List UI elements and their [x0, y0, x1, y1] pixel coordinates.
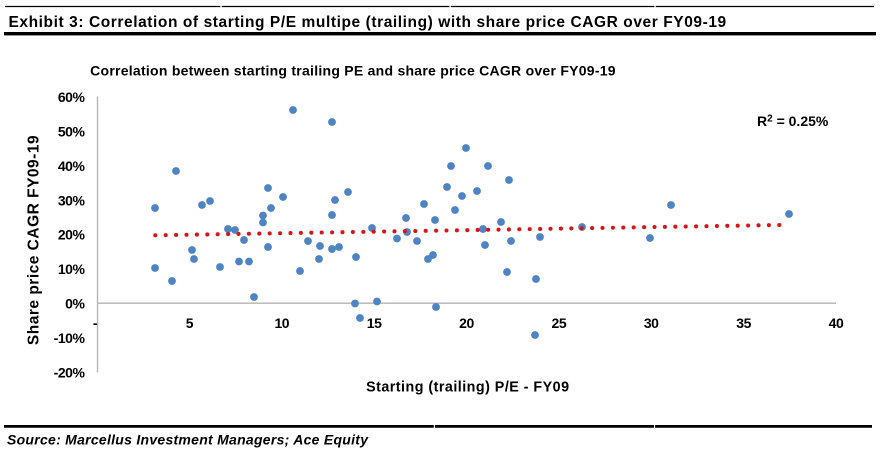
svg-text:5: 5	[186, 315, 194, 331]
svg-text:Exhibit 3: Correlation of star: Exhibit 3: Correlation of starting P/E m…	[9, 14, 727, 31]
svg-text:-10%: -10%	[54, 330, 86, 346]
svg-text:35: 35	[736, 315, 751, 331]
svg-text:0%: 0%	[65, 296, 85, 312]
svg-text:30%: 30%	[58, 192, 86, 208]
svg-text:25: 25	[552, 315, 567, 331]
svg-text:10: 10	[274, 315, 289, 331]
svg-text:40%: 40%	[58, 158, 86, 174]
svg-text:15: 15	[367, 315, 382, 331]
svg-text:Source: Marcellus Investment M: Source: Marcellus Investment Managers; A…	[7, 432, 369, 448]
svg-text:Starting (trailing) P/E - FY09: Starting (trailing) P/E - FY09	[366, 380, 569, 396]
svg-text:10%: 10%	[58, 261, 86, 277]
svg-text:40: 40	[829, 315, 844, 331]
svg-text:Correlation between starting t: Correlation between starting trailing PE…	[90, 62, 616, 78]
svg-text:R2 = 0.25%: R2 = 0.25%	[757, 113, 829, 129]
svg-text:30: 30	[644, 315, 659, 331]
svg-text:20: 20	[459, 315, 474, 331]
svg-text:-20%: -20%	[54, 364, 86, 380]
svg-text:20%: 20%	[58, 227, 86, 243]
svg-text:-: -	[93, 315, 98, 331]
svg-text:Share price CAGR FY09-19: Share price CAGR FY09-19	[26, 135, 43, 345]
svg-text:50%: 50%	[58, 123, 86, 139]
svg-text:60%: 60%	[58, 89, 86, 105]
